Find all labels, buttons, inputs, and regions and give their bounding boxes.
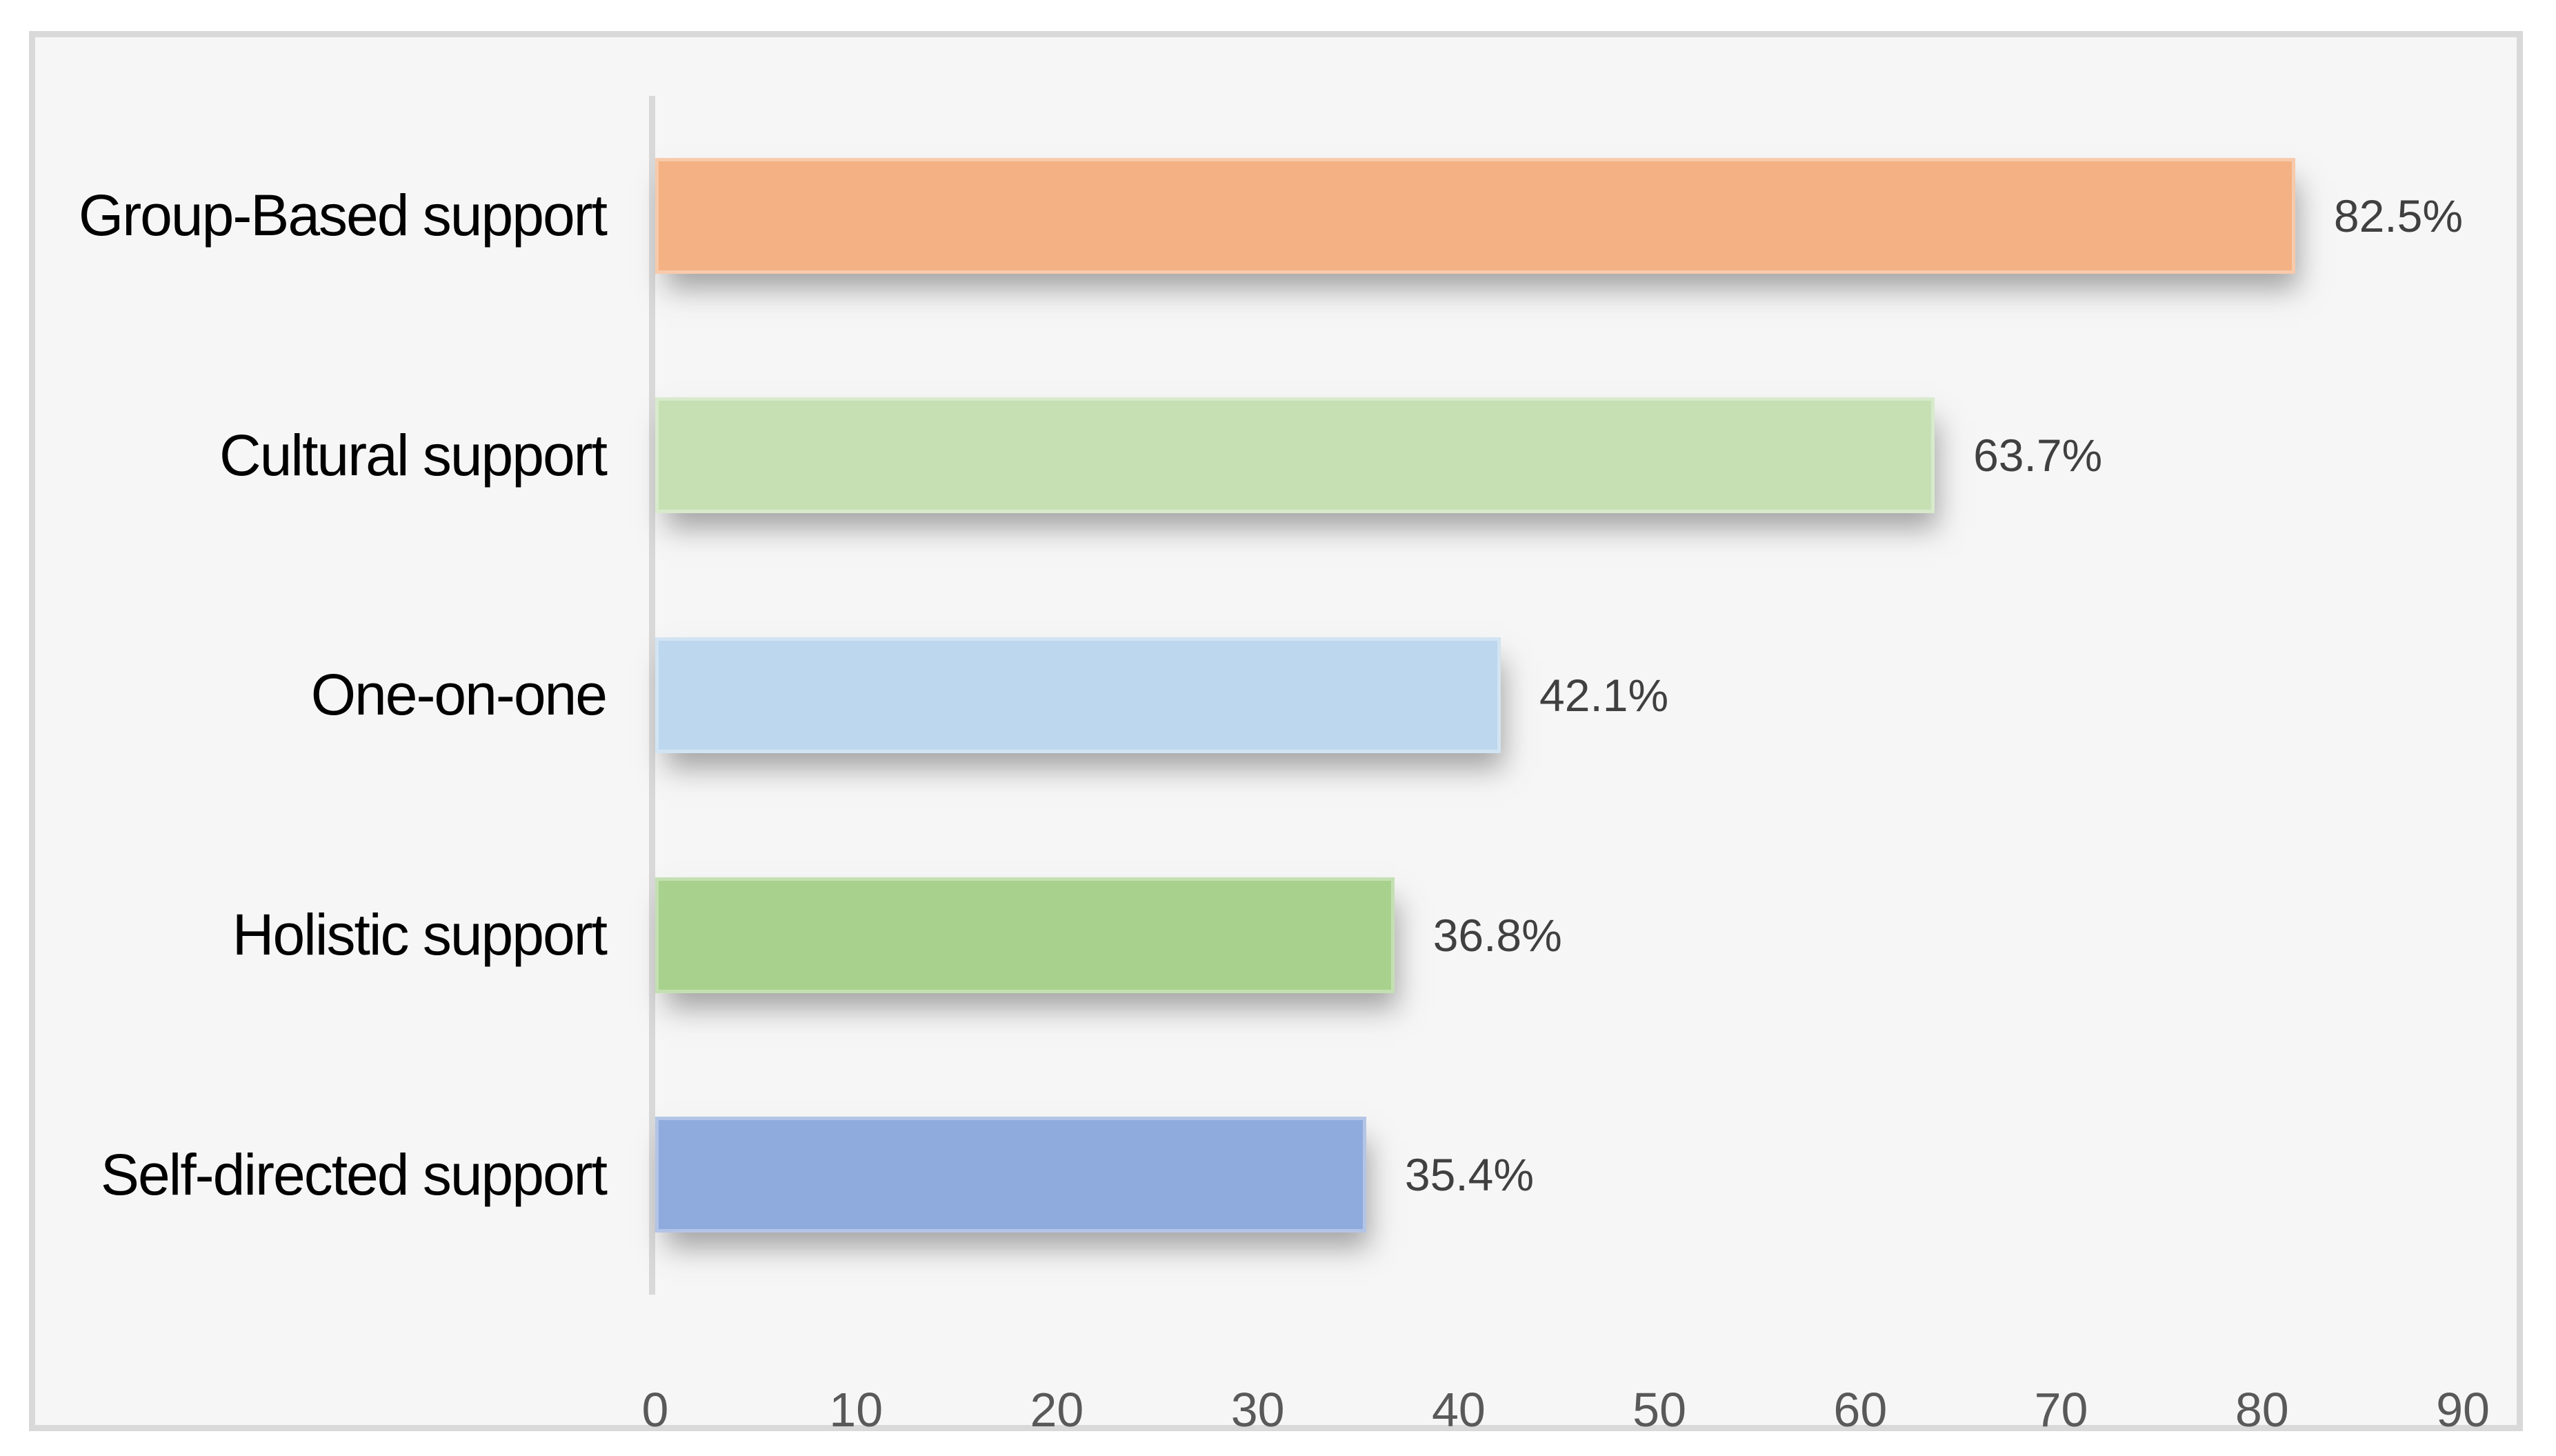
plot-area: Group-Based support 82.5% Cultural support… [35,96,2517,1437]
x-tick-label: 0 [641,1383,669,1437]
value-label: 36.8% [1432,909,1562,961]
chart-row: Group-Based support 82.5% [35,96,2517,336]
x-tick-label: 10 [829,1383,883,1437]
x-tick-label: 90 [2436,1383,2490,1437]
chart-row: One-on-one 42.1% [35,575,2517,815]
bar-rows: Group-Based support 82.5% Cultural support… [35,96,2517,1295]
value-label: 35.4% [1404,1149,1535,1201]
x-tick-label: 80 [2235,1383,2289,1437]
bar-one-on-one [655,637,1501,753]
value-label: 63.7% [1973,430,2103,481]
value-label: 42.1% [1539,669,1669,721]
bar-track: 42.1% [655,637,2463,753]
x-tick-label: 60 [1833,1383,1888,1437]
category-label: Cultural support [219,422,608,488]
chart-row: Cultural support 63.7% [35,336,2517,576]
bar-track: 63.7% [655,397,2463,514]
bar-group-based-support [655,157,2295,274]
y-axis-line [649,96,655,1295]
category-label: Self-directed support [100,1141,608,1207]
x-axis-ticks: 0 10 20 30 40 50 60 70 80 90 [642,1382,2490,1451]
chart-row: Self-directed support 35.4% [35,1055,2517,1295]
bar-self-directed-support [655,1117,1366,1233]
x-tick-label: 30 [1230,1383,1285,1437]
chart-frame: Group-Based support 82.5% Cultural support… [29,31,2523,1437]
x-tick-label: 20 [1030,1383,1084,1437]
chart-row: Holistic support 36.8% [35,815,2517,1055]
x-tick-label: 40 [1431,1383,1486,1437]
bar-holistic-support [655,877,1395,993]
bar-track: 35.4% [655,1117,2463,1233]
x-tick-label: 50 [1633,1383,1687,1437]
category-label: Group-Based support [78,183,608,248]
category-label: Holistic support [232,902,608,968]
bar-track: 82.5% [655,157,2463,274]
category-label: One-on-one [310,662,608,728]
x-tick-label: 70 [2034,1383,2088,1437]
value-label: 82.5% [2333,190,2463,241]
bar-track: 36.8% [655,877,2463,993]
bar-cultural-support [655,397,1935,514]
